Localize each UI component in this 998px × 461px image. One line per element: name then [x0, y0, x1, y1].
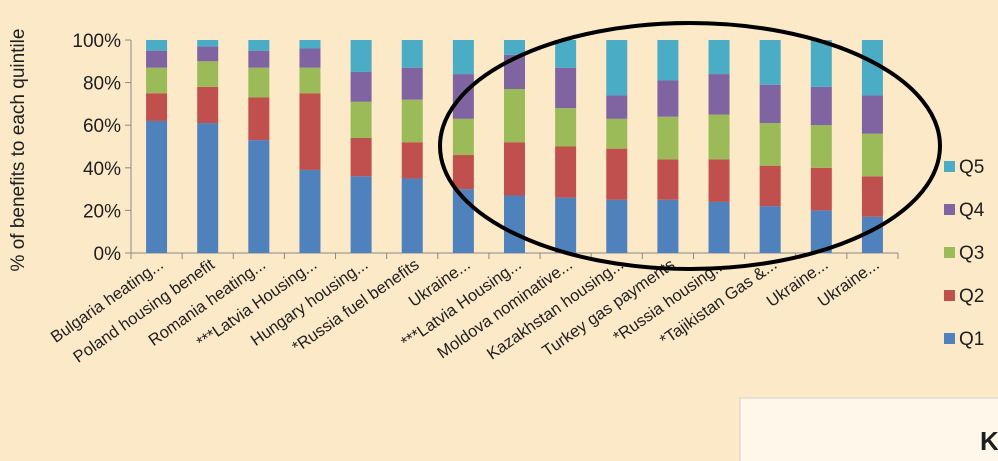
legend-swatch-q2 — [944, 290, 955, 301]
legend-label-q3: Q3 — [959, 243, 984, 264]
bar-segment-q2 — [861, 176, 883, 217]
bar-segment-q4 — [350, 71, 372, 102]
y-tick-label: 40% — [83, 159, 121, 180]
y-tick-label: 100% — [72, 31, 121, 52]
bar-segment-q4 — [401, 67, 423, 100]
bar-segment-q2 — [555, 146, 577, 198]
bar-segment-q4 — [504, 54, 525, 89]
bar-segment-q1 — [606, 199, 628, 253]
bar-segment-q4 — [299, 48, 321, 68]
bar-segment-q3 — [657, 116, 679, 160]
bar-segment-q5 — [606, 40, 628, 96]
bar-segment-q1 — [146, 120, 168, 253]
bar-segment-q4 — [146, 50, 168, 68]
legend-label-q1: Q1 — [959, 329, 984, 350]
bar-segment-q5 — [555, 40, 577, 68]
bar-segment-q3 — [861, 133, 883, 177]
bar-segment-q2 — [504, 142, 525, 196]
legend: Q5 Q4 Q3 Q2 Q1 — [944, 157, 985, 350]
bar-segment-q3 — [708, 114, 730, 160]
bar-segment-q3 — [146, 67, 168, 94]
bar-segment-q1 — [350, 176, 372, 253]
bar-segment-q4 — [197, 46, 219, 62]
bar-segment-q3 — [401, 99, 423, 143]
bar-segment-q5 — [759, 40, 781, 85]
bar-segment-q4 — [810, 86, 832, 126]
bar-segment-q1 — [708, 201, 730, 253]
y-tick-label: 80% — [83, 74, 121, 95]
bar-segment-q4 — [248, 50, 270, 68]
bar-segment-q2 — [248, 97, 270, 141]
bar-segment-q1 — [555, 197, 577, 253]
bar-segment-q2 — [401, 142, 423, 179]
bar-segment-q2 — [810, 167, 832, 211]
bar-segment-q2 — [452, 155, 474, 190]
bar-segment-q3 — [452, 118, 474, 156]
bar-segment-q2 — [197, 86, 219, 124]
chart-bars — [146, 40, 883, 253]
bar-segment-q3 — [299, 67, 321, 94]
y-tick-labels: 0% 20% 40% 60% 80% 100% — [72, 31, 121, 265]
bar-segment-q5 — [401, 40, 423, 68]
bar-segment-q2 — [299, 93, 321, 170]
bar-segment-q5 — [350, 40, 372, 72]
text-box — [739, 397, 998, 461]
bar-segment-q4 — [708, 74, 730, 115]
bar-segment-q5 — [197, 40, 219, 47]
bar-segment-q1 — [401, 178, 423, 253]
legend-swatch-q3 — [944, 247, 955, 258]
legend-swatch-q5 — [944, 161, 955, 172]
bar-segment-q3 — [504, 88, 525, 143]
bar-segment-q3 — [555, 108, 577, 147]
bar-segment-q3 — [810, 125, 832, 168]
bar-segment-q1 — [657, 199, 679, 253]
bar-segment-q5 — [657, 40, 679, 81]
bar-segment-q5 — [810, 40, 832, 87]
bar-segment-q4 — [606, 95, 628, 119]
bar-segment-q2 — [350, 137, 372, 177]
text-box-text: K — [980, 426, 998, 456]
bar-segment-q1 — [759, 206, 781, 253]
bar-segment-q4 — [759, 84, 781, 124]
bar-segment-q3 — [350, 101, 372, 138]
bar-segment-q5 — [452, 40, 474, 75]
bar-segment-q1 — [810, 210, 832, 253]
bar-segment-q4 — [555, 67, 577, 109]
bar-segment-q2 — [708, 159, 730, 202]
bar-segment-q1 — [504, 195, 525, 253]
bar-segment-q2 — [759, 165, 781, 207]
bar-segment-q5 — [146, 40, 168, 51]
bar-segment-q5 — [299, 40, 321, 49]
bar-segment-q5 — [248, 40, 270, 51]
bar-segment-q4 — [861, 95, 883, 134]
legend-swatch-q4 — [944, 204, 955, 215]
bar-segment-q4 — [657, 80, 679, 117]
y-tick-label: 60% — [83, 116, 121, 137]
legend-label-q2: Q2 — [959, 286, 984, 307]
bar-segment-q3 — [197, 61, 219, 87]
bar-segment-q3 — [248, 67, 270, 98]
legend-label-q5: Q5 — [959, 157, 984, 178]
y-axis-label: % of benefits to each quintile — [8, 29, 29, 272]
bar-segment-q2 — [606, 148, 628, 200]
legend-label-q4: Q4 — [959, 200, 985, 221]
y-tick-label: 0% — [94, 244, 122, 265]
bar-segment-q1 — [197, 123, 219, 253]
bar-segment-q1 — [299, 169, 321, 253]
bar-segment-q1 — [248, 140, 270, 253]
bar-segment-q2 — [146, 93, 168, 121]
highlight-ellipse — [438, 21, 942, 271]
bar-segment-q5 — [861, 40, 883, 96]
bar-segment-q2 — [657, 159, 679, 200]
bar-segment-q3 — [759, 123, 781, 166]
legend-swatch-q1 — [944, 333, 955, 344]
bar-segment-q5 — [504, 40, 525, 55]
y-tick-label: 20% — [83, 201, 121, 222]
x-tick-labels: Bulgaria heating...Poland housing benefi… — [48, 255, 883, 366]
bar-segment-q5 — [708, 40, 730, 75]
bar-segment-q3 — [606, 118, 628, 149]
